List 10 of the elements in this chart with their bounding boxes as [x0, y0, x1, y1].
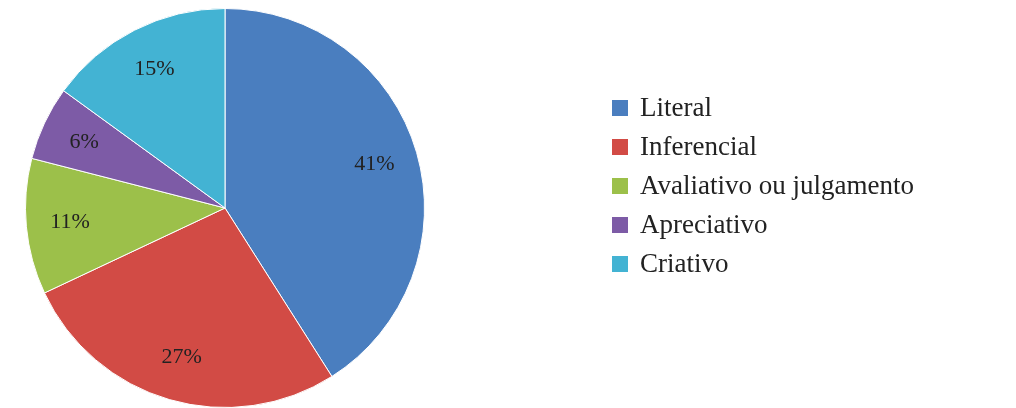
data-label: 27%: [161, 343, 202, 369]
legend-label: Avaliativo ou julgamento: [640, 170, 914, 201]
legend-label: Inferencial: [640, 131, 757, 162]
legend-label: Apreciativo: [640, 209, 768, 240]
legend-label: Literal: [640, 92, 712, 123]
data-label: 11%: [50, 208, 90, 234]
data-label: 15%: [134, 55, 175, 81]
legend-label: Criativo: [640, 248, 729, 279]
data-label: 41%: [354, 150, 395, 176]
data-label: 6%: [69, 127, 99, 153]
